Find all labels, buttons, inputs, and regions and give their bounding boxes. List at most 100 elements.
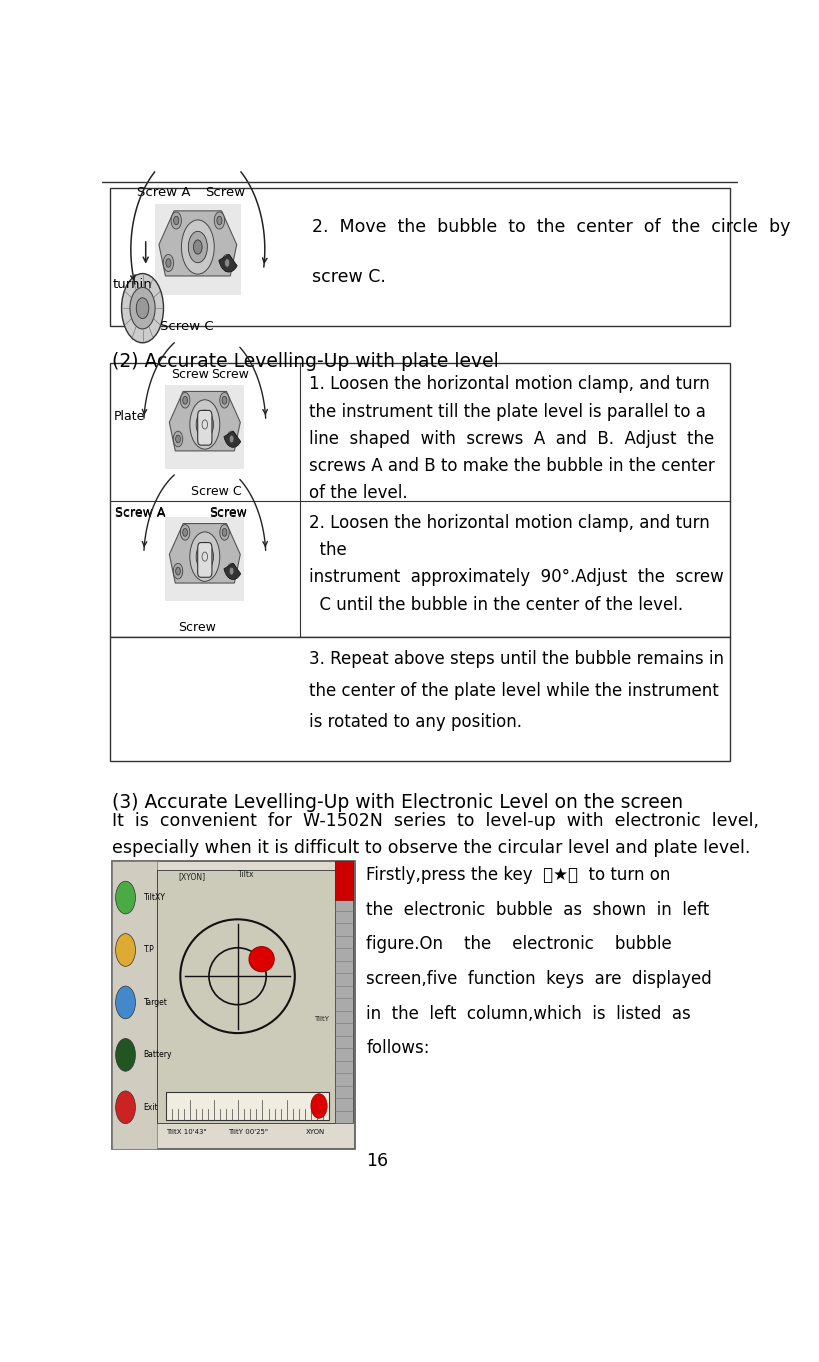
Bar — [165, 385, 244, 469]
Circle shape — [183, 396, 188, 405]
Text: [XYON]: [XYON] — [179, 873, 206, 881]
Circle shape — [196, 410, 213, 439]
Text: Screw C: Screw C — [160, 320, 213, 332]
Text: Screw: Screw — [210, 368, 248, 381]
Circle shape — [175, 434, 180, 443]
Bar — [165, 1091, 328, 1121]
Text: the instrument till the plate level is parallel to a: the instrument till the plate level is p… — [309, 403, 705, 421]
Circle shape — [196, 542, 213, 571]
Text: Screw: Screw — [178, 621, 215, 635]
Text: Screw A: Screw A — [138, 187, 191, 199]
Text: 1. Loosen the horizontal motion clamp, and turn: 1. Loosen the horizontal motion clamp, a… — [309, 376, 709, 394]
Bar — [112, 861, 157, 1150]
Circle shape — [115, 986, 135, 1019]
Circle shape — [216, 217, 222, 225]
Bar — [110, 637, 730, 761]
Text: Plate: Plate — [113, 410, 144, 422]
Text: Tiltx: Tiltx — [238, 869, 255, 878]
Bar — [110, 362, 730, 637]
Ellipse shape — [249, 947, 274, 971]
Text: (2) Accurate Levelling-Up with plate level: (2) Accurate Levelling-Up with plate lev… — [112, 353, 498, 372]
Text: Target: Target — [143, 998, 167, 1007]
Text: 3. Repeat above steps until the bubble remains in: 3. Repeat above steps until the bubble r… — [309, 650, 723, 667]
Text: (3) Accurate Levelling-Up with Electronic Level on the screen: (3) Accurate Levelling-Up with Electroni… — [112, 793, 682, 812]
Circle shape — [115, 1091, 135, 1124]
Text: Exit: Exit — [143, 1103, 158, 1111]
Circle shape — [115, 1038, 135, 1072]
Bar — [334, 861, 352, 1124]
Circle shape — [201, 550, 209, 563]
Circle shape — [173, 432, 183, 447]
Text: 2. Loosen the horizontal motion clamp, and turn: 2. Loosen the horizontal motion clamp, a… — [309, 513, 709, 531]
Circle shape — [171, 212, 181, 229]
Circle shape — [115, 933, 135, 967]
Circle shape — [183, 528, 188, 537]
Circle shape — [229, 567, 233, 575]
Bar — [155, 203, 241, 296]
Text: Screw A: Screw A — [115, 508, 165, 520]
Text: is rotated to any position.: is rotated to any position. — [309, 712, 522, 731]
Text: especially when it is difficult to observe the circular level and plate level.: especially when it is difficult to obser… — [112, 839, 749, 857]
Circle shape — [222, 255, 232, 271]
Text: the center of the plate level while the instrument: the center of the plate level while the … — [309, 681, 718, 700]
Text: TiltY: TiltY — [314, 1016, 328, 1023]
Circle shape — [227, 432, 236, 447]
Circle shape — [173, 564, 183, 579]
Text: Screw: Screw — [206, 187, 245, 199]
Circle shape — [219, 524, 229, 541]
Text: XYON: XYON — [306, 1129, 325, 1135]
Text: screw C.: screw C. — [312, 268, 386, 286]
Bar — [157, 869, 336, 1124]
Circle shape — [180, 392, 190, 409]
Circle shape — [121, 274, 163, 343]
Text: figure.On    the    electronic    bubble: figure.On the electronic bubble — [366, 936, 671, 953]
Text: in  the  left  column,which  is  listed  as: in the left column,which is listed as — [366, 1005, 690, 1023]
Text: It  is  convenient  for  W-1502N  series  to  level-up  with  electronic  level,: It is convenient for W-1502N series to l… — [112, 812, 758, 829]
Text: the  electronic  bubble  as  shown  in  left: the electronic bubble as shown in left — [366, 900, 708, 919]
Wedge shape — [224, 432, 241, 447]
Circle shape — [163, 255, 174, 271]
Text: TiltXY: TiltXY — [143, 893, 165, 902]
Circle shape — [222, 396, 227, 405]
Circle shape — [136, 298, 148, 319]
Text: Screw C: Screw C — [191, 485, 242, 498]
Bar — [110, 188, 730, 326]
Polygon shape — [170, 391, 240, 451]
Polygon shape — [170, 523, 240, 583]
Circle shape — [201, 418, 209, 430]
Circle shape — [115, 881, 135, 914]
Text: Screw: Screw — [209, 508, 247, 520]
Circle shape — [188, 232, 207, 263]
Text: follows:: follows: — [366, 1039, 429, 1057]
Bar — [334, 861, 352, 900]
Polygon shape — [159, 211, 237, 276]
Text: Screw A: Screw A — [115, 507, 165, 519]
Text: TiltX 10'43": TiltX 10'43" — [165, 1129, 206, 1135]
Text: screws A and B to make the bubble in the center: screws A and B to make the bubble in the… — [309, 458, 714, 475]
Text: T.P: T.P — [143, 945, 154, 955]
Circle shape — [193, 240, 202, 255]
Text: Firstly,press the key  【★】  to turn on: Firstly,press the key 【★】 to turn on — [366, 866, 670, 884]
Wedge shape — [219, 255, 237, 272]
Text: Battery: Battery — [143, 1050, 172, 1060]
Circle shape — [165, 259, 171, 267]
FancyBboxPatch shape — [197, 410, 211, 445]
Text: TiltY 00'25": TiltY 00'25" — [228, 1129, 268, 1135]
Bar — [112, 861, 355, 1150]
Text: of the level.: of the level. — [309, 485, 407, 503]
Circle shape — [129, 287, 155, 330]
Circle shape — [174, 217, 179, 225]
Circle shape — [214, 212, 224, 229]
Circle shape — [229, 434, 233, 443]
Circle shape — [190, 400, 219, 449]
Text: instrument  approximately  90°.Adjust  the  screw: instrument approximately 90°.Adjust the … — [309, 568, 723, 586]
Text: turnin: turnin — [112, 278, 152, 290]
Circle shape — [227, 564, 236, 579]
Text: Screw: Screw — [171, 368, 209, 381]
Text: 2.  Move  the  bubble  to  the  center  of  the  circle  by: 2. Move the bubble to the center of the … — [312, 218, 790, 236]
Text: the: the — [309, 541, 346, 558]
Text: line  shaped  with  screws  A  and  B.  Adjust  the: line shaped with screws A and B. Adjust … — [309, 430, 713, 448]
Text: C until the bubble in the center of the level.: C until the bubble in the center of the … — [309, 595, 682, 613]
Circle shape — [219, 392, 229, 409]
FancyBboxPatch shape — [197, 542, 211, 577]
